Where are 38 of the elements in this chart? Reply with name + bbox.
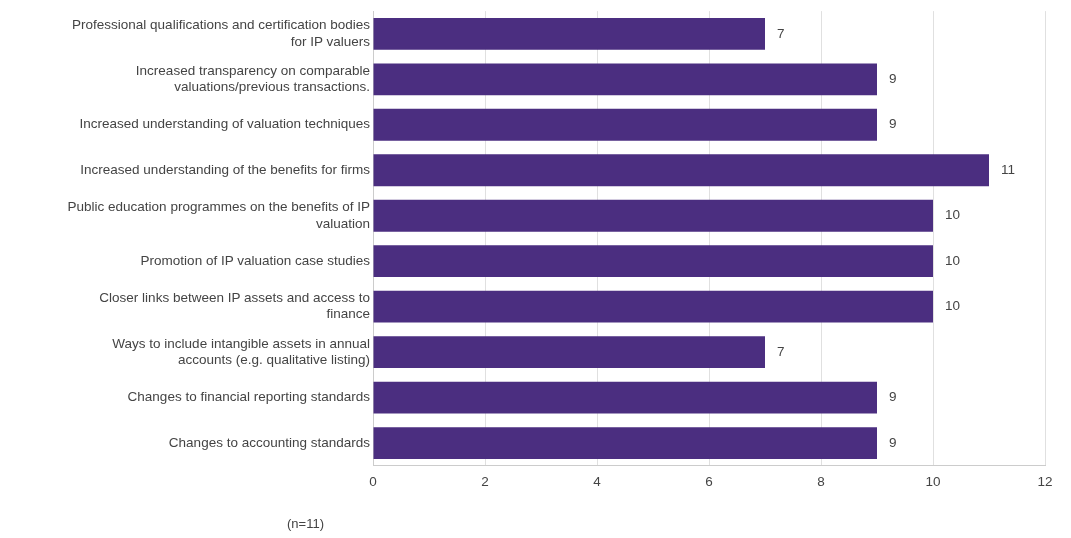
bar [373,108,877,141]
data-label: 10 [945,207,961,223]
data-label: 9 [889,116,897,132]
y-tick-label: Changes to financial reporting standards [127,389,371,405]
y-tick-label: Increased transparency on comparable valuations/previous transactions. [135,62,370,95]
bar [373,245,933,278]
y-tick-label: Public education programmes on the benefits of IP valuation [67,199,370,231]
data-label: 9 [889,71,897,87]
bar [373,381,877,414]
bar [373,427,877,459]
x-tick-label: 12 [1037,473,1053,489]
data-label: 7 [777,25,785,41]
data-label: 9 [889,389,897,405]
x-tick-label: 6 [705,473,713,489]
x-tick-label: 0 [369,473,377,489]
text: (n=11) [287,516,324,531]
y-tick-label: Increased understanding of valuation techniques [79,116,371,132]
x-tick-label: 8 [817,473,825,489]
data-label: 7 [777,343,785,359]
x-tick-label: 10 [925,473,941,489]
bar [373,154,989,187]
bar [373,199,933,232]
data-label: 11 [1001,161,1016,177]
data-label: 10 [945,298,961,314]
x-tick-label: 2 [481,473,489,489]
y-tick-label: Changes to accounting standards [168,434,371,450]
bar [373,336,765,369]
x-tick-label: 4 [593,473,602,489]
bar [373,290,933,323]
bar [373,17,765,50]
bar [373,63,877,96]
y-tick-label: Ways to include intangible assets in annual accounts (e.g. qualitative listing) [112,335,370,367]
data-label: 10 [945,252,961,268]
data-label: 9 [889,434,897,450]
y-tick-label: Professional qualifications and certification bodies for IP valuers [72,17,371,49]
y-tick-label: Increased understanding of the benefits for firms [80,161,371,177]
y-tick-label: Promotion of IP valuation case studies [140,252,371,268]
y-tick-label: Closer links between IP assets and access to finance [99,290,370,322]
